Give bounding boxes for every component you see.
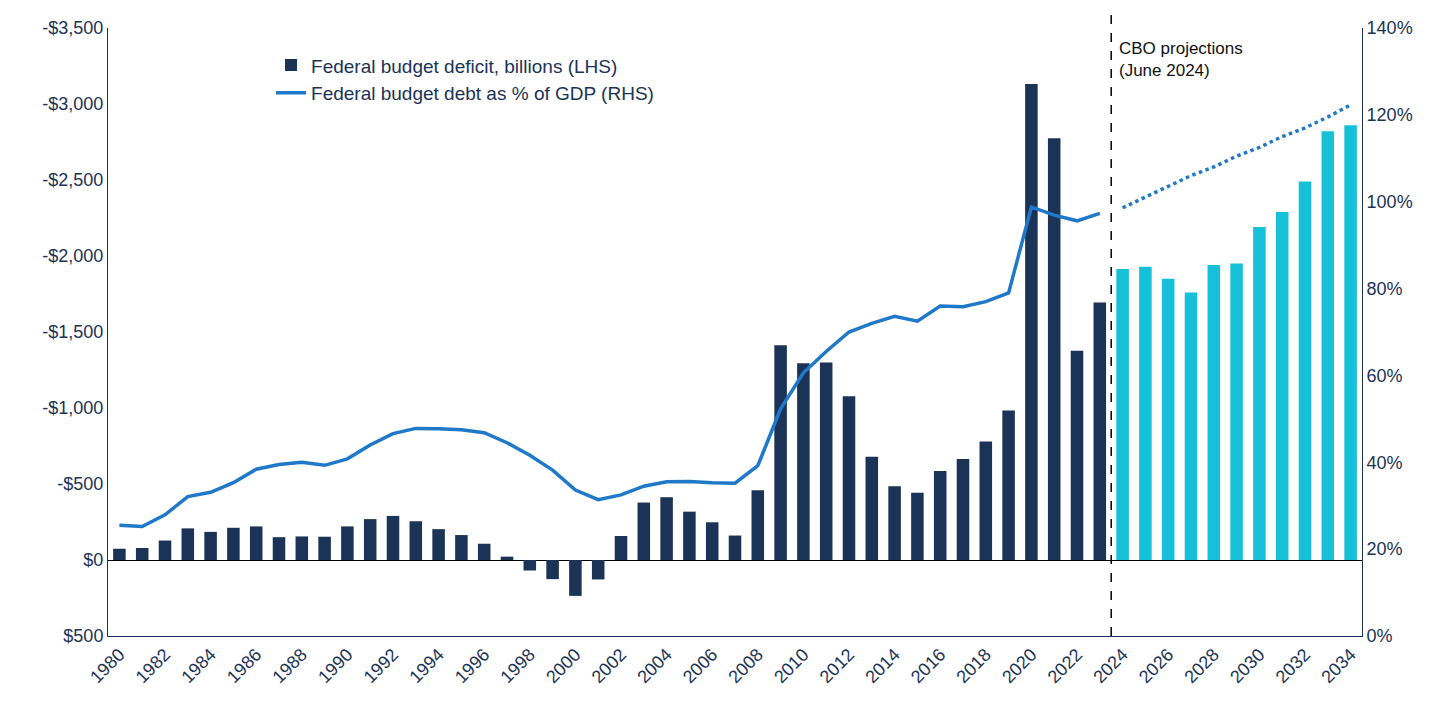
svg-text:-$500: -$500 — [57, 474, 103, 494]
svg-text:1980: 1980 — [86, 645, 128, 687]
svg-text:2010: 2010 — [770, 645, 812, 687]
svg-text:-$1,500: -$1,500 — [42, 322, 103, 342]
svg-text:80%: 80% — [1367, 279, 1403, 299]
svg-text:1996: 1996 — [451, 645, 493, 687]
svg-text:-$2,000: -$2,000 — [42, 246, 103, 266]
svg-text:120%: 120% — [1367, 105, 1413, 125]
svg-text:1998: 1998 — [497, 645, 539, 687]
svg-text:-$2,500: -$2,500 — [42, 170, 103, 190]
svg-text:2026: 2026 — [1135, 645, 1177, 687]
svg-text:1994: 1994 — [405, 645, 447, 687]
svg-text:1992: 1992 — [360, 645, 402, 687]
svg-text:2004: 2004 — [633, 645, 675, 687]
svg-text:20%: 20% — [1367, 539, 1403, 559]
svg-text:100%: 100% — [1367, 192, 1413, 212]
svg-text:1986: 1986 — [223, 645, 265, 687]
svg-text:60%: 60% — [1367, 366, 1403, 386]
svg-text:2024: 2024 — [1089, 645, 1131, 687]
svg-text:2016: 2016 — [907, 645, 949, 687]
svg-text:2006: 2006 — [679, 645, 721, 687]
svg-text:2014: 2014 — [861, 645, 903, 687]
svg-text:2000: 2000 — [542, 645, 584, 687]
svg-text:CBO projections(June 2024): CBO projections(June 2024) — [1119, 39, 1243, 80]
svg-text:$500: $500 — [63, 626, 103, 646]
svg-text:140%: 140% — [1367, 18, 1413, 38]
svg-text:2012: 2012 — [816, 645, 858, 687]
svg-text:$0: $0 — [83, 550, 103, 570]
svg-text:Federal budget debt as % of GD: Federal budget debt as % of GDP (RHS) — [311, 83, 654, 104]
svg-text:40%: 40% — [1367, 453, 1403, 473]
svg-text:-$3,000: -$3,000 — [42, 94, 103, 114]
svg-text:2018: 2018 — [953, 645, 995, 687]
svg-text:2034: 2034 — [1317, 645, 1359, 687]
svg-text:Federal budget deficit, billio: Federal budget deficit, billions (LHS) — [311, 56, 617, 77]
svg-text:1982: 1982 — [132, 645, 174, 687]
svg-text:2030: 2030 — [1226, 645, 1268, 687]
svg-text:2008: 2008 — [725, 645, 767, 687]
svg-text:2028: 2028 — [1181, 645, 1223, 687]
svg-text:2020: 2020 — [998, 645, 1040, 687]
svg-text:1988: 1988 — [269, 645, 311, 687]
svg-text:2032: 2032 — [1272, 645, 1314, 687]
svg-text:1990: 1990 — [314, 645, 356, 687]
svg-text:0%: 0% — [1367, 626, 1393, 646]
svg-text:-$3,500: -$3,500 — [42, 18, 103, 38]
svg-text:1984: 1984 — [177, 645, 219, 687]
svg-text:-$1,000: -$1,000 — [42, 398, 103, 418]
svg-text:2022: 2022 — [1044, 645, 1086, 687]
svg-text:2002: 2002 — [588, 645, 630, 687]
